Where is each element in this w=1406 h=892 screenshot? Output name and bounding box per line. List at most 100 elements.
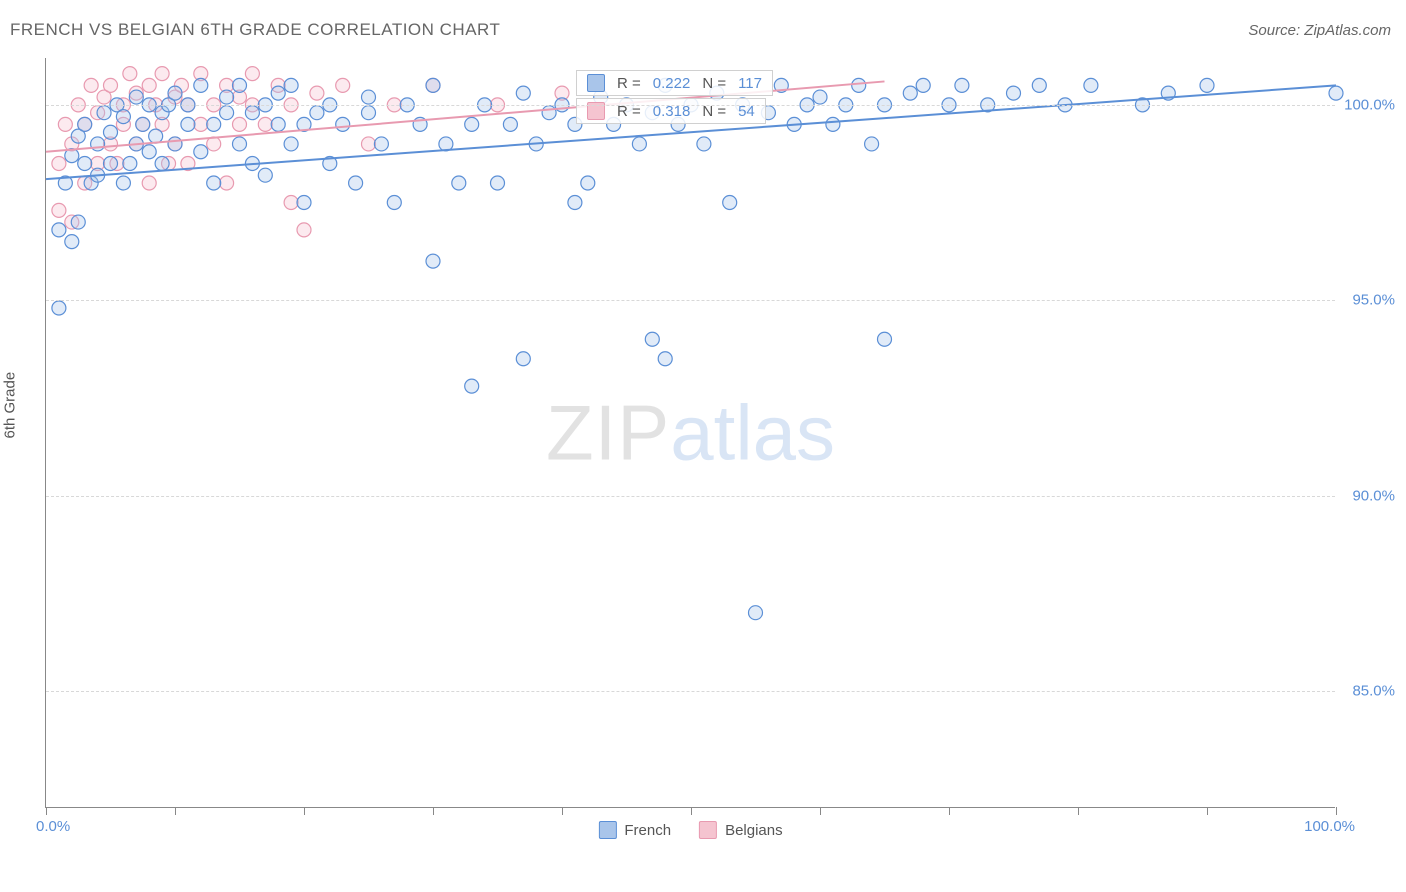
scatter-point-french <box>852 78 866 92</box>
scatter-point-french <box>465 117 479 131</box>
scatter-point-french <box>491 176 505 190</box>
scatter-point-french <box>91 137 105 151</box>
scatter-point-french <box>813 90 827 104</box>
scatter-point-french <box>542 106 556 120</box>
scatter-point-french <box>1032 78 1046 92</box>
scatter-point-belgians <box>362 137 376 151</box>
scatter-point-french <box>168 137 182 151</box>
y-tick-label: 90.0% <box>1352 487 1395 504</box>
scatter-point-belgians <box>284 196 298 210</box>
legend-french-swatch <box>587 74 605 92</box>
scatter-point-french <box>149 129 163 143</box>
scatter-point-french <box>516 86 530 100</box>
scatter-point-french <box>65 235 79 249</box>
scatter-point-belgians <box>220 176 234 190</box>
scatter-point-french <box>284 137 298 151</box>
scatter-point-french <box>104 156 118 170</box>
scatter-point-french <box>426 78 440 92</box>
x-tick <box>562 807 563 815</box>
scatter-point-french <box>916 78 930 92</box>
scatter-point-french <box>865 137 879 151</box>
x-tick <box>1078 807 1079 815</box>
legend-swatch-belgians <box>699 821 717 839</box>
scatter-point-french <box>362 90 376 104</box>
scatter-point-belgians <box>245 67 259 81</box>
scatter-point-french <box>349 176 363 190</box>
scatter-point-french <box>387 196 401 210</box>
scatter-point-french <box>97 106 111 120</box>
x-tick <box>46 807 47 815</box>
scatter-point-french <box>207 117 221 131</box>
scatter-point-belgians <box>194 117 208 131</box>
scatter-point-belgians <box>297 223 311 237</box>
x-tick <box>433 807 434 815</box>
gridline <box>46 691 1335 692</box>
y-tick-label: 85.0% <box>1352 682 1395 699</box>
gridline <box>46 300 1335 301</box>
scatter-point-french <box>168 86 182 100</box>
scatter-point-belgians <box>123 67 137 81</box>
scatter-plot: ZIPatlas R = 0.222 N = 117 R = 0.318 N =… <box>45 58 1335 808</box>
scatter-point-french <box>581 176 595 190</box>
x-tick <box>949 807 950 815</box>
legend-french-r: 0.222 <box>653 75 691 92</box>
scatter-point-french <box>245 106 259 120</box>
x-tick <box>175 807 176 815</box>
scatter-point-belgians <box>84 78 98 92</box>
scatter-point-french <box>129 90 143 104</box>
x-axis-min-label: 0.0% <box>36 818 70 835</box>
scatter-point-french <box>142 145 156 159</box>
scatter-point-french <box>503 117 517 131</box>
gridline <box>46 105 1335 106</box>
x-tick <box>304 807 305 815</box>
scatter-point-french <box>71 215 85 229</box>
scatter-point-french <box>220 90 234 104</box>
y-tick-label: 100.0% <box>1344 96 1395 113</box>
scatter-point-belgians <box>142 78 156 92</box>
scatter-point-french <box>194 145 208 159</box>
scatter-point-french <box>220 106 234 120</box>
scatter-point-french <box>233 78 247 92</box>
legend-french-stats: R = 0.222 N = 117 <box>576 70 773 96</box>
x-tick <box>1207 807 1208 815</box>
scatter-point-french <box>645 332 659 346</box>
scatter-point-french <box>336 117 350 131</box>
scatter-point-french <box>465 379 479 393</box>
scatter-point-belgians <box>258 117 272 131</box>
scatter-point-french <box>155 156 169 170</box>
scatter-point-belgians <box>142 176 156 190</box>
scatter-point-french <box>1200 78 1214 92</box>
scatter-point-french <box>233 137 247 151</box>
legend-label-belgians: Belgians <box>725 822 783 839</box>
scatter-point-belgians <box>310 86 324 100</box>
legend-belgians-stats: R = 0.318 N = 54 <box>576 98 766 124</box>
scatter-point-french <box>52 223 66 237</box>
scatter-point-belgians <box>336 78 350 92</box>
source-name: ZipAtlas.com <box>1304 22 1391 39</box>
scatter-point-french <box>297 196 311 210</box>
series-legend: French Belgians <box>598 821 782 839</box>
scatter-point-belgians <box>104 78 118 92</box>
scatter-point-french <box>52 301 66 315</box>
y-axis-label: 6th Grade <box>2 372 19 439</box>
scatter-svg <box>46 58 1335 807</box>
x-tick <box>691 807 692 815</box>
scatter-point-french <box>1007 86 1021 100</box>
gridline <box>46 496 1335 497</box>
x-axis-max-label: 100.0% <box>1304 818 1355 835</box>
scatter-point-french <box>426 254 440 268</box>
scatter-point-french <box>78 117 92 131</box>
scatter-point-french <box>1084 78 1098 92</box>
scatter-point-french <box>697 137 711 151</box>
scatter-point-belgians <box>233 117 247 131</box>
scatter-point-french <box>78 156 92 170</box>
scatter-point-belgians <box>58 117 72 131</box>
scatter-point-french <box>271 86 285 100</box>
scatter-point-french <box>362 106 376 120</box>
scatter-point-french <box>310 106 324 120</box>
scatter-point-french <box>723 196 737 210</box>
scatter-point-french <box>658 352 672 366</box>
scatter-point-french <box>516 352 530 366</box>
scatter-point-french <box>1329 86 1343 100</box>
scatter-point-french <box>749 606 763 620</box>
